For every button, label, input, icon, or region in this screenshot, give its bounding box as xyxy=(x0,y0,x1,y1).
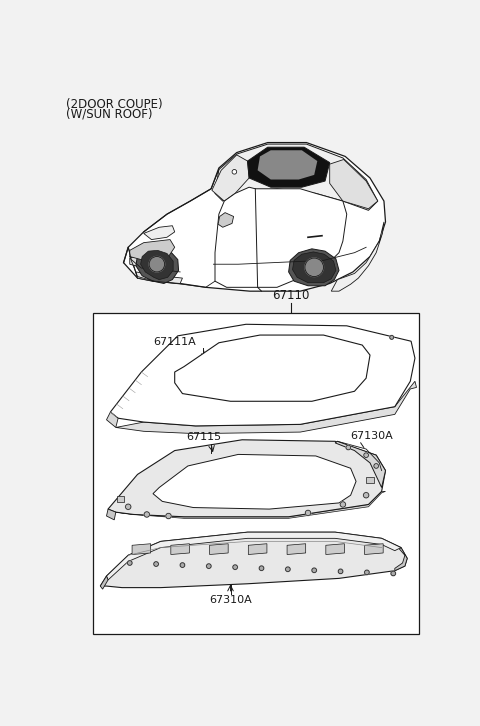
Polygon shape xyxy=(335,441,385,488)
Circle shape xyxy=(180,563,185,568)
Polygon shape xyxy=(175,335,370,401)
Polygon shape xyxy=(141,250,173,280)
Polygon shape xyxy=(153,454,356,509)
Polygon shape xyxy=(395,547,407,571)
Polygon shape xyxy=(210,544,228,555)
Circle shape xyxy=(305,258,324,277)
Polygon shape xyxy=(130,255,147,267)
Text: 67110: 67110 xyxy=(272,289,310,302)
Polygon shape xyxy=(100,532,407,587)
Polygon shape xyxy=(100,576,108,590)
Text: 67310A: 67310A xyxy=(209,595,252,605)
Text: 67130A: 67130A xyxy=(350,431,394,441)
Circle shape xyxy=(125,504,131,510)
Circle shape xyxy=(149,256,165,272)
Circle shape xyxy=(364,453,369,457)
Polygon shape xyxy=(326,544,345,555)
Circle shape xyxy=(365,570,369,575)
Polygon shape xyxy=(215,187,347,287)
Circle shape xyxy=(305,510,311,515)
Bar xyxy=(366,477,374,483)
Polygon shape xyxy=(110,325,415,426)
Bar xyxy=(117,496,124,502)
Polygon shape xyxy=(116,492,385,518)
Circle shape xyxy=(391,571,396,576)
Circle shape xyxy=(233,565,238,569)
Polygon shape xyxy=(215,144,378,211)
Circle shape xyxy=(346,445,350,450)
Polygon shape xyxy=(132,544,151,555)
Polygon shape xyxy=(107,509,116,520)
Polygon shape xyxy=(365,544,383,555)
Polygon shape xyxy=(107,412,118,428)
Polygon shape xyxy=(288,249,339,286)
Text: 67115: 67115 xyxy=(186,432,221,442)
Circle shape xyxy=(127,560,132,566)
Circle shape xyxy=(232,169,237,174)
Polygon shape xyxy=(258,150,317,179)
Circle shape xyxy=(312,568,316,573)
Text: (2DOOR COUPE): (2DOOR COUPE) xyxy=(66,98,163,111)
Polygon shape xyxy=(287,544,306,555)
Circle shape xyxy=(206,564,211,568)
Circle shape xyxy=(363,492,369,498)
Polygon shape xyxy=(107,532,401,580)
Polygon shape xyxy=(123,142,385,291)
Circle shape xyxy=(154,562,158,566)
Polygon shape xyxy=(330,160,378,209)
Polygon shape xyxy=(212,155,249,201)
Circle shape xyxy=(338,569,343,574)
Circle shape xyxy=(166,513,171,518)
Polygon shape xyxy=(136,272,182,283)
Polygon shape xyxy=(116,381,417,433)
Polygon shape xyxy=(144,226,175,240)
Text: 67111A: 67111A xyxy=(153,337,196,346)
Text: (W/SUN ROOF): (W/SUN ROOF) xyxy=(66,107,153,120)
Polygon shape xyxy=(108,440,385,517)
Circle shape xyxy=(390,335,394,339)
Polygon shape xyxy=(171,544,190,555)
Circle shape xyxy=(340,502,346,507)
Bar xyxy=(93,313,419,634)
Polygon shape xyxy=(248,544,267,555)
Polygon shape xyxy=(248,147,330,187)
Polygon shape xyxy=(218,213,234,227)
Polygon shape xyxy=(136,248,179,283)
Circle shape xyxy=(286,567,290,571)
Polygon shape xyxy=(331,222,384,291)
Circle shape xyxy=(259,566,264,571)
Polygon shape xyxy=(292,252,336,282)
Circle shape xyxy=(144,512,149,517)
Circle shape xyxy=(374,464,379,468)
Polygon shape xyxy=(130,240,175,261)
